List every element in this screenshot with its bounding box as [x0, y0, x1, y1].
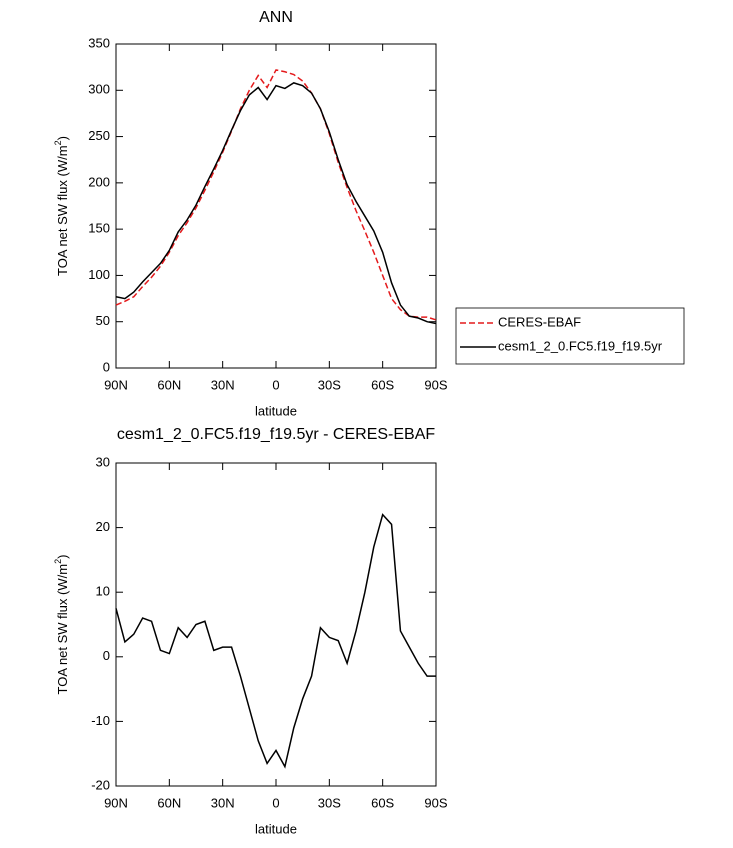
x-tick-label: 90N — [104, 795, 128, 810]
x-tick-label: 0 — [272, 377, 279, 392]
x-tick-label: 90N — [104, 377, 128, 392]
y-tick-label: 50 — [96, 313, 110, 328]
y-tick-label: 0 — [103, 648, 110, 663]
x-tick-label: 60N — [157, 795, 181, 810]
x-tick-label: 0 — [272, 795, 279, 810]
data-line — [115, 513, 436, 769]
y-tick-label: 30 — [96, 454, 110, 469]
y-axis-label-end: ) — [55, 555, 70, 559]
y-tick-label: 150 — [88, 221, 110, 236]
y-axis-label-text: TOA net SW flux (W/m — [55, 564, 70, 695]
plot-frame — [115, 462, 437, 787]
x-tick-label: 30S — [318, 377, 341, 392]
x-tick-label: 30N — [211, 377, 235, 392]
y-tick-label: 100 — [88, 267, 110, 282]
x-tick-label: 60S — [371, 377, 394, 392]
y-tick-label: -20 — [91, 777, 110, 792]
y-tick-label: 250 — [88, 128, 110, 143]
x-tick-label: 60N — [157, 377, 181, 392]
x-tick-label: 90S — [424, 377, 447, 392]
legend-label: CERES-EBAF — [498, 314, 581, 329]
y-tick-label: 350 — [88, 35, 110, 50]
y-axis-label: TOA net SW flux (W/m2) — [53, 136, 70, 276]
y-tick-label: 10 — [96, 584, 110, 599]
x-tick-label: 90S — [424, 795, 447, 810]
legend-box — [455, 307, 685, 365]
chart-title: cesm1_2_0.FC5.f19_f19.5yr - CERES-EBAF — [117, 426, 436, 443]
x-axis-label: latitude — [255, 403, 297, 418]
y-tick-label: 20 — [96, 519, 110, 534]
x-tick-label: 30S — [318, 795, 341, 810]
x-axis-label: latitude — [255, 821, 297, 836]
y-tick-label: 0 — [103, 359, 110, 374]
data-line — [115, 69, 437, 321]
y-axis-label-sup: 2 — [53, 140, 63, 145]
y-axis-label-text: TOA net SW flux (W/m — [55, 145, 70, 276]
y-axis-label-end: ) — [55, 136, 70, 140]
legend-label: cesm1_2_0.FC5.f19_f19.5yr — [498, 338, 663, 353]
chart-title: ANN — [259, 9, 293, 26]
plot-frame — [115, 43, 437, 369]
y-tick-label: -10 — [91, 713, 110, 728]
x-tick-label: 30N — [211, 795, 235, 810]
data-line — [115, 82, 437, 325]
x-tick-label: 60S — [371, 795, 394, 810]
y-axis-label: TOA net SW flux (W/m2) — [53, 555, 70, 695]
y-tick-label: 300 — [88, 82, 110, 97]
y-axis-label-sup: 2 — [53, 559, 63, 564]
y-tick-label: 200 — [88, 174, 110, 189]
